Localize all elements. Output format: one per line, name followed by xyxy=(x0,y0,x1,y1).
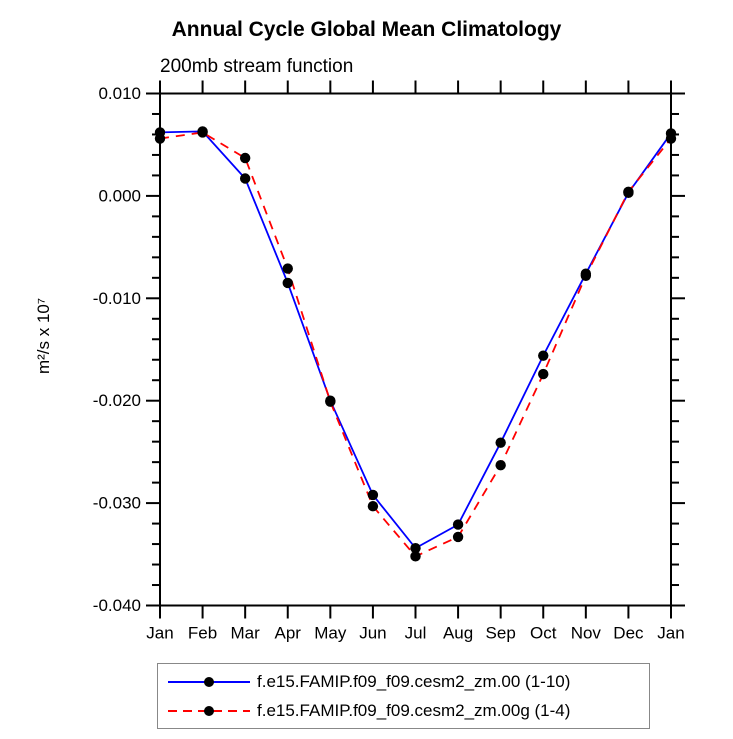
series-1-marker xyxy=(580,270,592,281)
y-tick-label: -0.010 xyxy=(93,289,141,308)
series-1-marker xyxy=(410,551,421,562)
x-tick-label: Jan xyxy=(146,624,173,643)
series-1-marker xyxy=(154,133,166,144)
series-line-1 xyxy=(159,131,672,558)
series-0-marker xyxy=(538,350,549,361)
series-0-marker xyxy=(367,489,379,501)
x-tick-label: Sep xyxy=(486,624,516,643)
series-0-marker xyxy=(495,437,506,448)
legend-item: f.e15.FAMIP.f09_f09.cesm2_zm.00 (1-10) xyxy=(158,667,649,696)
x-tick-label: Feb xyxy=(188,624,217,643)
legend-item: f.e15.FAMIP.f09_f09.cesm2_zm.00g (1-4) xyxy=(158,696,649,725)
x-tick-label: Apr xyxy=(275,624,302,643)
x-tick-label: Jun xyxy=(359,624,386,643)
y-tick-label: -0.020 xyxy=(93,391,141,410)
series-0-marker xyxy=(410,542,421,554)
series-1-marker xyxy=(665,133,677,144)
series-0-marker xyxy=(452,519,464,530)
legend-line-sample-dashed xyxy=(168,705,250,716)
series-1-marker xyxy=(239,152,251,164)
legend: f.e15.FAMIP.f09_f09.cesm2_zm.00 (1-10) f… xyxy=(157,663,650,729)
x-tick-label: May xyxy=(314,624,347,643)
series-1-marker xyxy=(197,127,208,138)
chart-title: Annual Cycle Global Mean Climatology xyxy=(171,18,562,41)
y-tick-label: -0.040 xyxy=(93,596,141,615)
x-tick-label: Oct xyxy=(530,624,557,643)
series-line-0 xyxy=(159,130,672,550)
y-tick-label: 0.010 xyxy=(98,84,141,103)
x-tick-label: Aug xyxy=(443,624,473,643)
y-tick-label: -0.030 xyxy=(93,494,141,513)
series-1-marker xyxy=(367,500,379,512)
x-tick-label: Jan xyxy=(657,624,684,643)
series-0-marker xyxy=(282,277,293,289)
legend-label: f.e15.FAMIP.f09_f09.cesm2_zm.00g (1-4) xyxy=(257,700,571,720)
series-1-marker xyxy=(623,186,634,198)
x-tick-label: Mar xyxy=(231,624,261,643)
series-1-marker xyxy=(282,263,293,274)
x-tick-label: Jul xyxy=(405,624,427,643)
x-tick-label: Dec xyxy=(613,624,644,643)
y-tick-label: 0.000 xyxy=(98,186,141,205)
series-0-marker xyxy=(239,173,251,184)
series-1-marker xyxy=(452,531,464,543)
chart-subtitle: 200mb stream function xyxy=(160,56,354,77)
series-1-marker xyxy=(325,396,336,407)
x-tick-label: Nov xyxy=(571,624,602,643)
legend-line-sample-solid xyxy=(168,676,250,687)
series-1-marker xyxy=(495,460,506,471)
legend-label: f.e15.FAMIP.f09_f09.cesm2_zm.00 (1-10) xyxy=(257,671,571,691)
series-1-marker xyxy=(538,368,549,380)
